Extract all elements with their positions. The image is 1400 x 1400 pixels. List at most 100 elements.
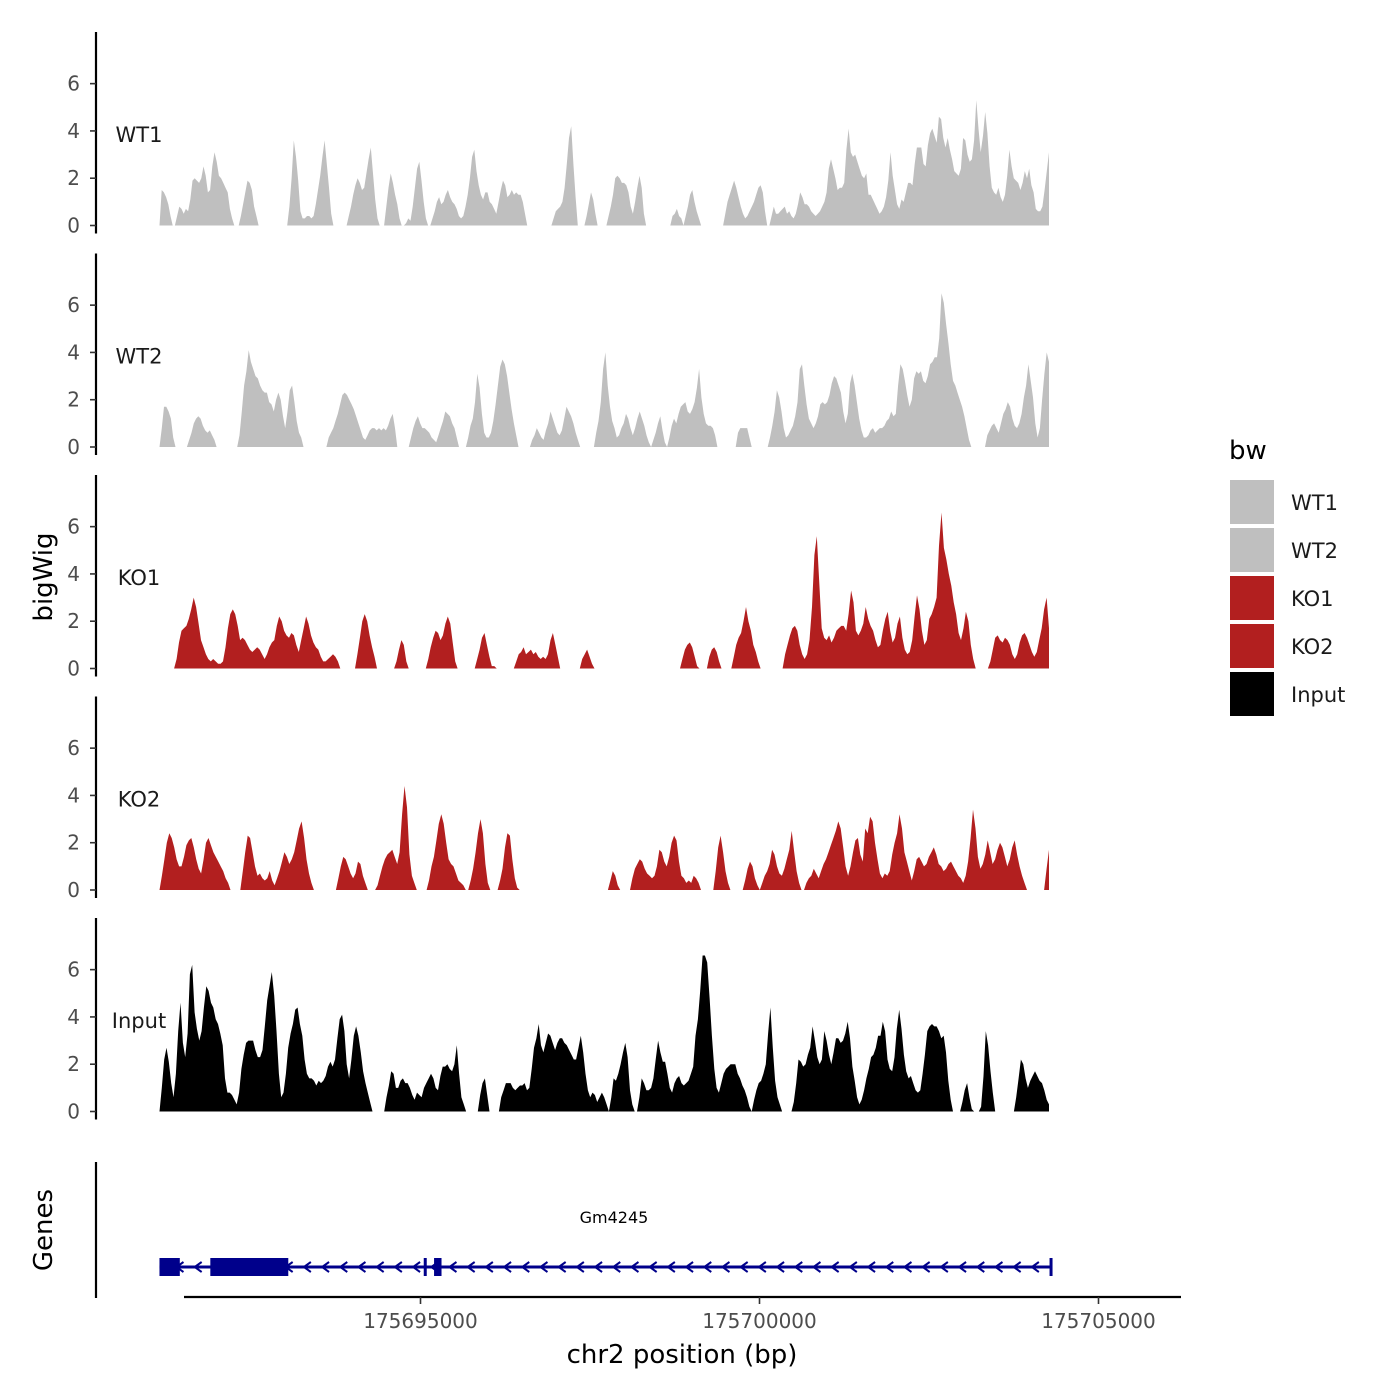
x-tick-label: 175705000 (1041, 1309, 1156, 1333)
strand-arrow (520, 1261, 530, 1273)
strand-arrow (793, 1261, 803, 1273)
legend-title: bw (1229, 436, 1267, 466)
y-tick-label: 0 (67, 657, 80, 681)
y-tick-label: 2 (67, 388, 80, 412)
coverage-tracks: 0 2 4 6 WT1 0 2 4 6 WT2 0 2 4 6 KO1 0 2 4 6 KO2 0 2 4 6 Input (67, 32, 1049, 1124)
strand-arrow (775, 1261, 785, 1273)
legend-entry-ko2: KO2 (1230, 624, 1334, 668)
strand-arrow (920, 1261, 931, 1273)
strand-arrow (902, 1261, 913, 1273)
legend-entry-input: Input (1230, 672, 1345, 716)
legend-label: KO2 (1291, 635, 1334, 659)
strand-arrow (647, 1261, 658, 1273)
strand-arrow (866, 1261, 876, 1273)
y-tick-label: 2 (67, 166, 80, 190)
track-wt1: 0 2 4 6 WT1 (67, 32, 1049, 238)
x-tick-label: 175695000 (363, 1309, 478, 1333)
y-tick-label: 6 (67, 72, 80, 96)
strand-arrow (411, 1261, 421, 1273)
gene-exon (434, 1258, 442, 1276)
strand-arrow (302, 1261, 312, 1273)
y-tick-label: 4 (67, 783, 80, 807)
strand-arrow (593, 1261, 603, 1273)
strand-arrow (884, 1261, 894, 1273)
legend-label: WT2 (1291, 539, 1338, 563)
legend-entry-ko1: KO1 (1230, 576, 1334, 620)
strand-arrow (356, 1261, 367, 1273)
strand-arrow (393, 1261, 403, 1273)
strand-arrow (684, 1261, 694, 1273)
strand-arrow (666, 1261, 676, 1273)
strand-arrow (738, 1261, 749, 1273)
strand-arrow (629, 1261, 640, 1273)
legend-label: Input (1291, 683, 1345, 707)
x-axis-title: chr2 position (bp) (567, 1340, 798, 1370)
strand-arrow (556, 1261, 567, 1273)
strand-arrow (465, 1261, 476, 1273)
strand-arrow (829, 1261, 840, 1273)
strand-arrow (848, 1261, 858, 1273)
legend: bw WT1 WT2 KO1 KO2 Input (1229, 436, 1345, 716)
y-axis-title: bigWig (29, 532, 59, 621)
strand-arrow (975, 1261, 985, 1273)
strand-arrow (811, 1261, 822, 1273)
y-tick-label: 6 (67, 293, 80, 317)
gene-name-label: Gm4245 (580, 1208, 649, 1227)
track-label: WT2 (116, 345, 163, 369)
y-tick-label: 6 (67, 736, 80, 760)
track-wt2: 0 2 4 6 WT2 (67, 253, 1049, 459)
genes-panel: Genes Gm4245 (29, 1162, 1053, 1298)
strand-arrow (720, 1261, 731, 1273)
strand-arrow (939, 1261, 949, 1273)
y-tick-label: 2 (67, 609, 80, 633)
strand-arrow (957, 1261, 967, 1273)
legend-swatch (1230, 480, 1274, 524)
y-tick-label: 4 (67, 562, 80, 586)
strand-arrow (338, 1261, 348, 1273)
y-tick-label: 4 (67, 340, 80, 364)
y-tick-label: 2 (67, 1052, 80, 1076)
y-tick-label: 2 (67, 831, 80, 855)
y-tick-label: 6 (67, 958, 80, 982)
gene-exon (159, 1258, 180, 1276)
track-ko1: 0 2 4 6 KO1 (67, 475, 1049, 681)
track-label: Input (112, 1009, 166, 1033)
track-input: 0 2 4 6 Input (67, 918, 1049, 1124)
legend-entries: WT1 WT2 KO1 KO2 Input (1230, 480, 1345, 716)
coverage-area-wt1 (159, 100, 1049, 226)
legend-swatch (1230, 672, 1274, 716)
gene-exon (210, 1258, 289, 1276)
legend-label: KO1 (1291, 587, 1334, 611)
strand-arrow (993, 1261, 1004, 1273)
x-axis: 175695000 175700000 175705000 chr2 positio… (184, 1295, 1181, 1370)
legend-entry-wt1: WT1 (1230, 480, 1338, 524)
y-tick-label: 6 (67, 515, 80, 539)
strand-arrow (502, 1261, 512, 1273)
strand-arrow (1011, 1261, 1022, 1273)
track-ko2: 0 2 4 6 KO2 (67, 696, 1049, 902)
legend-swatch (1230, 576, 1274, 620)
strand-arrow (538, 1261, 549, 1273)
strand-arrow (1030, 1261, 1040, 1273)
x-ticks: 175695000 175700000 175705000 (363, 1297, 1156, 1333)
genes-axis-title: Genes (29, 1189, 59, 1271)
strand-arrow (320, 1261, 330, 1273)
legend-label: WT1 (1291, 491, 1338, 515)
x-tick-label: 175700000 (702, 1309, 817, 1333)
strand-arrow (192, 1261, 203, 1273)
legend-entry-wt2: WT2 (1230, 528, 1338, 572)
strand-arrow (484, 1261, 494, 1273)
y-tick-label: 0 (67, 214, 80, 238)
strand-arrow (757, 1261, 767, 1273)
strand-arrow (447, 1261, 458, 1273)
y-tick-label: 4 (67, 1005, 80, 1029)
coverage-area-wt2 (159, 293, 1049, 447)
coverage-area-input (159, 955, 1049, 1112)
track-label: WT1 (116, 123, 163, 147)
track-label: KO2 (118, 788, 161, 812)
y-tick-label: 0 (67, 435, 80, 459)
y-tick-label: 0 (67, 878, 80, 902)
strand-arrow (575, 1261, 585, 1273)
strand-arrow (374, 1261, 385, 1273)
